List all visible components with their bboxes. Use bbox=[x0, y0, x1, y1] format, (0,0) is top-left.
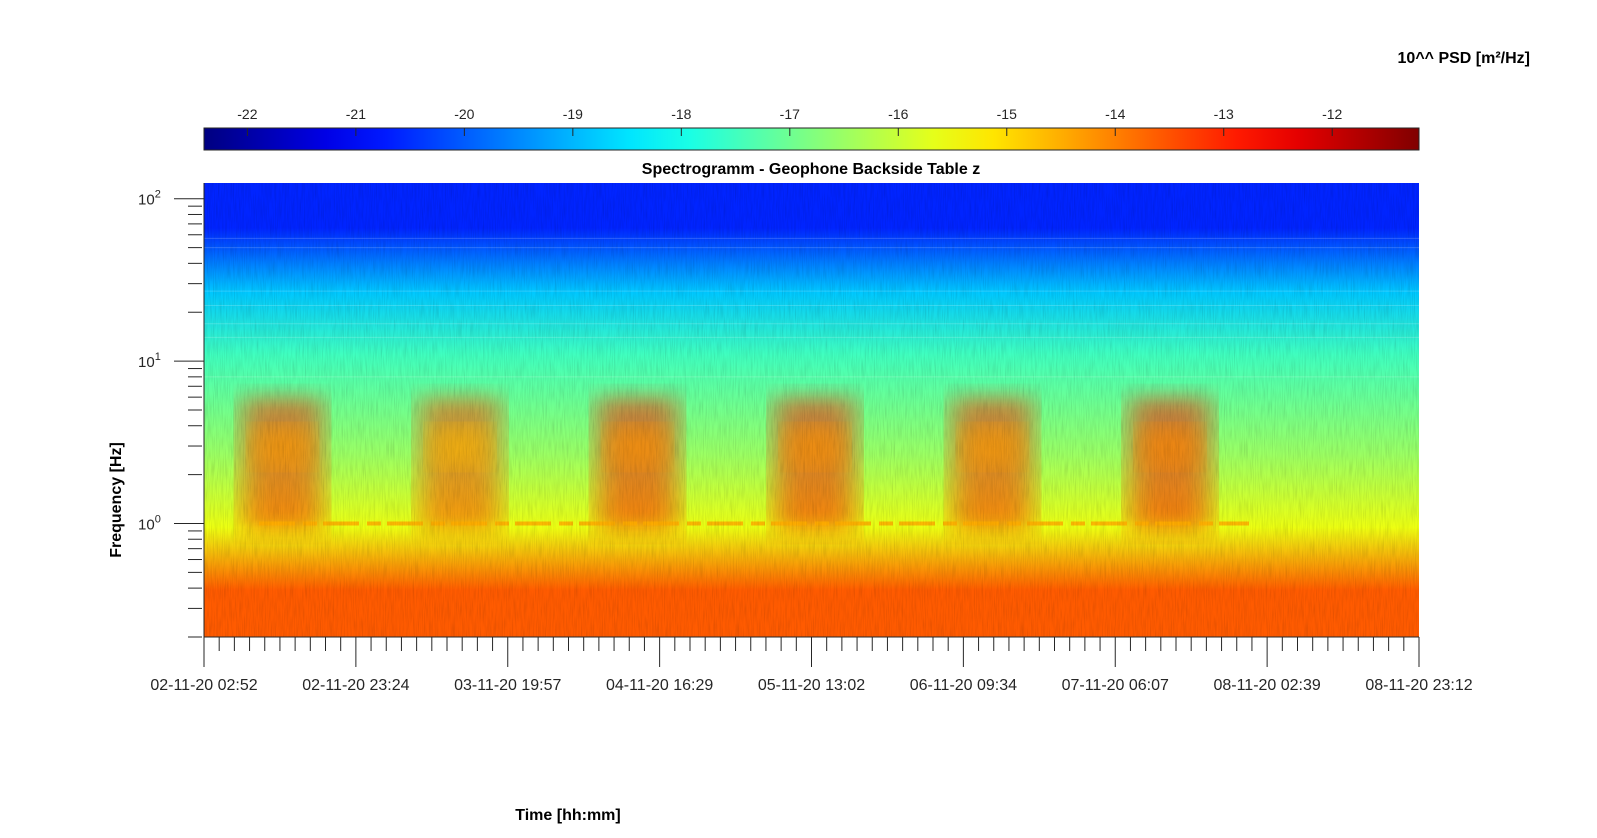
colorbar-tick-label: -13 bbox=[1214, 106, 1234, 122]
spectrogram-noise bbox=[204, 183, 1419, 637]
x-tick-label: 05-11-20 13:02 bbox=[758, 677, 865, 694]
y-tick-label: 100 bbox=[138, 514, 161, 534]
x-tick-label: 08-11-20 23:12 bbox=[1365, 677, 1472, 694]
colorbar-tick-label: -16 bbox=[888, 106, 908, 122]
colorbar-tick-label: -19 bbox=[563, 106, 583, 122]
x-axis: 02-11-20 02:52 02-11-20 23:24 03-11-20 19:… bbox=[150, 636, 1473, 694]
y-axis-label: Frequency [Hz] bbox=[108, 442, 125, 558]
colorbar-label: 10^^ PSD [m²/Hz] bbox=[1398, 50, 1530, 67]
x-tick-label: 02-11-20 02:52 bbox=[150, 677, 257, 694]
colorbar-tick-label: -14 bbox=[1105, 106, 1125, 122]
x-tick-label: 04-11-20 16:29 bbox=[606, 677, 713, 694]
colorbar-tick-label: -20 bbox=[454, 106, 474, 122]
colorbar-tick-label: -17 bbox=[780, 106, 800, 122]
y-axis: 100 101 102 bbox=[138, 183, 205, 638]
x-axis-label: Time [hh:mm] bbox=[515, 807, 620, 824]
x-tick-label: 07-11-20 06:07 bbox=[1062, 677, 1169, 694]
colorbar-tick-label: -12 bbox=[1322, 106, 1342, 122]
horizontal-streaks-layer bbox=[204, 237, 1419, 378]
colorbar-tick-label: -22 bbox=[237, 106, 257, 122]
colorbar bbox=[203, 127, 1420, 151]
x-tick-label: 06-11-20 09:34 bbox=[910, 677, 1017, 694]
colorbar-tick-label: -18 bbox=[671, 106, 691, 122]
x-tick-label: 03-11-20 19:57 bbox=[454, 677, 561, 694]
chart-title: Spectrogramm - Geophone Backside Table z bbox=[642, 161, 980, 178]
spectrogram-plot-area bbox=[204, 183, 1419, 637]
x-tick-label: 02-11-20 23:24 bbox=[302, 677, 409, 694]
colorbar-ticks: -22 -21 -20 -19 -18 -17 -16 -15 -14 -13 -12 bbox=[237, 106, 1343, 136]
y-tick-label: 101 bbox=[138, 351, 161, 371]
x-tick-label: 08-11-20 02:39 bbox=[1213, 677, 1320, 694]
colorbar-tick-label: -15 bbox=[997, 106, 1017, 122]
colorbar-tick-label: -21 bbox=[346, 106, 366, 122]
y-tick-label: 102 bbox=[138, 189, 161, 209]
